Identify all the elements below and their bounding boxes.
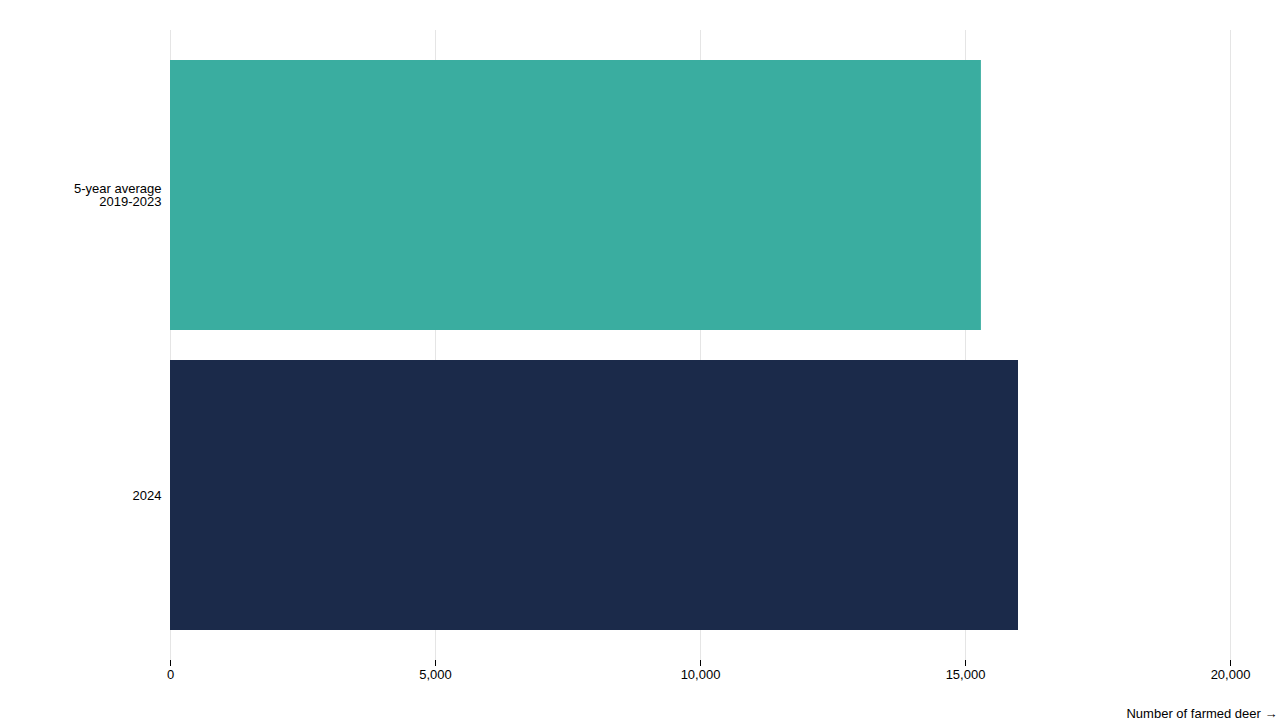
svg-text:10,000: 10,000: [681, 667, 721, 682]
svg-text:Number of farmed deer →: Number of farmed deer →: [1126, 706, 1277, 720]
svg-text:15,000: 15,000: [946, 667, 986, 682]
svg-text:2024: 2024: [133, 488, 162, 503]
svg-text:0: 0: [167, 667, 174, 682]
svg-text:5,000: 5,000: [419, 667, 452, 682]
svg-text:5-year average2019-2023: 5-year average2019-2023: [74, 181, 161, 209]
svg-text:20,000: 20,000: [1211, 667, 1251, 682]
